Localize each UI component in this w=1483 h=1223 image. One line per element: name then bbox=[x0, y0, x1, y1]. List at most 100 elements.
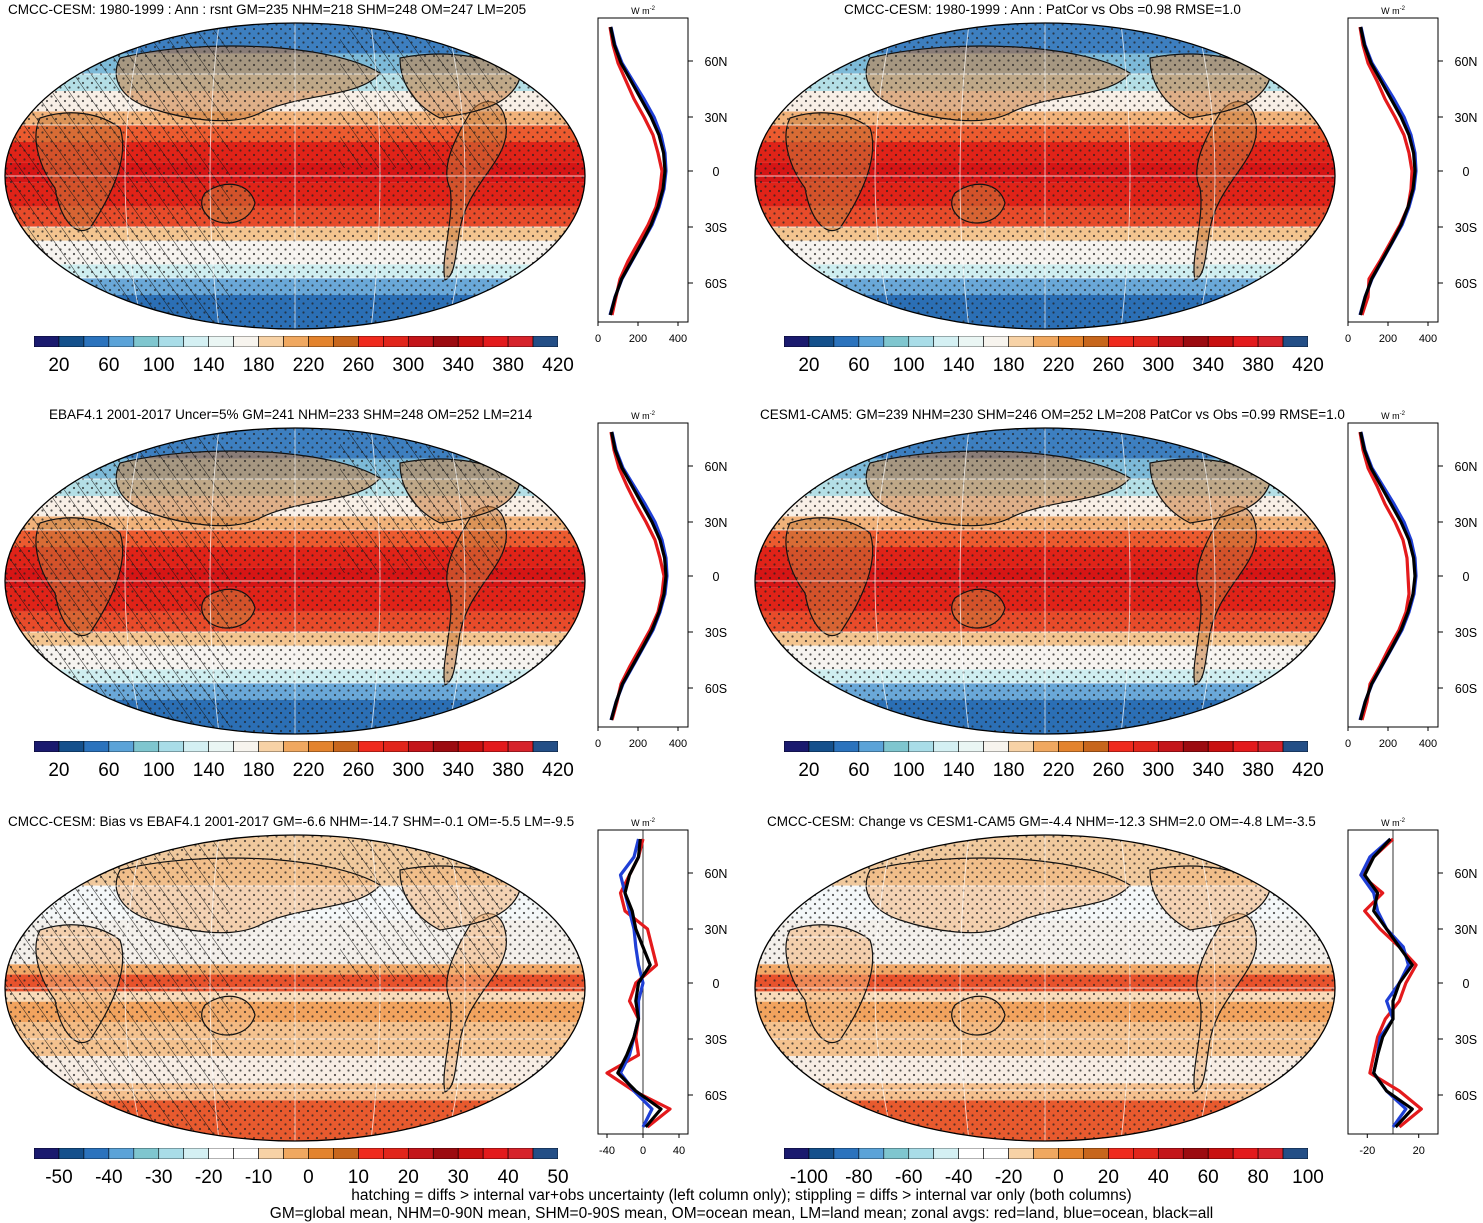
lat-tick-label: 30N bbox=[705, 923, 728, 937]
longitude-line bbox=[1196, 23, 1216, 329]
panel-6: CMCC-CESM: Change vs CESM1-CAM5 GM=-4.4 … bbox=[750, 812, 1483, 1217]
colorbar-box bbox=[933, 336, 959, 347]
longitude-line bbox=[446, 835, 466, 1141]
colorbar-tick-label: 30 bbox=[447, 1167, 469, 1188]
x-tick-label: 0 bbox=[1345, 333, 1351, 345]
colorbar-box bbox=[432, 336, 459, 347]
colorbar-tick-label: 40 bbox=[497, 1167, 519, 1188]
lat-tick-label: 30N bbox=[705, 516, 728, 530]
colorbar-labels: 20 60 100 140 180 220 260 300 340 380 420 bbox=[784, 760, 1323, 782]
colorbar-box bbox=[358, 1148, 384, 1159]
colorbar-box bbox=[233, 1148, 259, 1159]
colorbar-box bbox=[1207, 1148, 1234, 1159]
colorbar-tick-label: 140 bbox=[942, 355, 975, 376]
colorbar bbox=[784, 1148, 1308, 1159]
colorbar-box bbox=[983, 1148, 1009, 1159]
colorbar-box bbox=[233, 741, 259, 752]
colorbar-tick-label: 380 bbox=[492, 355, 524, 376]
longitude-line bbox=[959, 428, 970, 734]
colorbar-labels: -100 -80 -60 -40 -20 0 20 40 60 80 100 bbox=[784, 1167, 1324, 1189]
colorbar-tick-label: 340 bbox=[1192, 355, 1225, 376]
panel-3: EBAF4.1 2001-2017 Uncer=5% GM=241 NHM=23… bbox=[0, 405, 740, 810]
colorbar-box bbox=[908, 741, 935, 752]
map-border bbox=[4, 834, 586, 1142]
colorbar-box bbox=[507, 741, 534, 752]
colorbar-tick-label: -50 bbox=[45, 1167, 73, 1188]
colorbar-tick-label: 60 bbox=[848, 760, 870, 781]
colorbar-box bbox=[858, 741, 885, 752]
panel-title: CESM1-CAM5: GM=239 NHM=230 SHM=246 OM=25… bbox=[760, 407, 1345, 422]
colorbar-box bbox=[158, 741, 185, 752]
colorbar-box bbox=[883, 336, 910, 347]
lat-tick-label: 60S bbox=[1455, 682, 1477, 696]
colorbar-box bbox=[308, 1148, 334, 1159]
colorbar-box bbox=[1157, 1148, 1184, 1159]
colorbar-tick-label: 180 bbox=[242, 760, 275, 781]
colorbar-tick-label: -30 bbox=[145, 1167, 173, 1188]
colorbar-tick-label: 0 bbox=[303, 1167, 314, 1188]
x-tick-label: 40 bbox=[673, 1145, 685, 1157]
colorbar-tick-label: 80 bbox=[1247, 1167, 1269, 1188]
colorbar-box bbox=[1083, 741, 1109, 752]
colorbar-box bbox=[34, 336, 60, 347]
colorbar-tick-label: 40 bbox=[1147, 1167, 1169, 1188]
colorbar-box bbox=[258, 741, 284, 752]
lat-tick-label: 60N bbox=[705, 460, 728, 474]
zonal-mean-plot: W m-2 60N 30N 0 30S 60S 0 200 400 bbox=[595, 411, 728, 750]
colorbar-tick-label: 220 bbox=[292, 760, 325, 781]
colorbar-box bbox=[482, 741, 509, 752]
colorbar-box bbox=[183, 1148, 209, 1159]
zonal-unit-label: W m-2 bbox=[631, 411, 655, 421]
colorbar-tick-label: 20 bbox=[397, 1167, 419, 1188]
colorbar-tick-label: 100 bbox=[892, 760, 925, 781]
footnote-line-1: hatching = diffs > internal var+obs unce… bbox=[351, 1187, 1132, 1204]
zonal-series-all bbox=[1358, 431, 1417, 721]
lat-tick-label: 30S bbox=[1455, 221, 1477, 235]
colorbar-box bbox=[833, 336, 860, 347]
colorbar-box bbox=[1257, 741, 1284, 752]
longitude-line bbox=[1120, 428, 1131, 734]
lat-tick-label: 0 bbox=[1463, 165, 1470, 179]
map-field bbox=[5, 835, 585, 1141]
colorbar-box bbox=[1108, 1148, 1134, 1159]
colorbar-box bbox=[283, 1148, 309, 1159]
lat-tick-label: 30S bbox=[705, 626, 727, 640]
longitude-line bbox=[124, 835, 144, 1141]
lat-tick-label: 60N bbox=[1455, 55, 1478, 69]
colorbar-tick-label: 420 bbox=[1292, 355, 1324, 376]
zonal-series-all bbox=[609, 431, 668, 721]
colorbar-box bbox=[208, 741, 234, 752]
zonal-unit-label: W m-2 bbox=[1381, 818, 1405, 828]
global-map bbox=[4, 427, 586, 735]
colorbar-box bbox=[958, 336, 984, 347]
longitude-line bbox=[209, 23, 220, 329]
colorbar-box bbox=[1182, 336, 1209, 347]
colorbar-tick-label: 180 bbox=[242, 355, 275, 376]
lat-tick-label: 60S bbox=[705, 277, 727, 291]
x-tick-label: 400 bbox=[669, 333, 687, 345]
longitude-line bbox=[446, 23, 466, 329]
colorbar-box bbox=[308, 336, 334, 347]
colorbar-box bbox=[1083, 336, 1109, 347]
longitude-line bbox=[1120, 23, 1131, 329]
colorbar-box bbox=[507, 1148, 534, 1159]
colorbar-box bbox=[1282, 1148, 1308, 1159]
colorbar-tick-label: -40 bbox=[95, 1167, 123, 1188]
colorbar-box bbox=[58, 741, 85, 752]
colorbar bbox=[34, 336, 558, 347]
zonal-series-land bbox=[608, 26, 664, 316]
lat-tick-label: 0 bbox=[1463, 977, 1470, 991]
x-tick-label: 400 bbox=[669, 738, 687, 750]
map-field bbox=[755, 835, 1335, 1141]
colorbar-tick-label: 180 bbox=[992, 760, 1025, 781]
longitude-line bbox=[370, 835, 381, 1141]
colorbar-box bbox=[383, 336, 409, 347]
colorbar-box bbox=[83, 336, 110, 347]
colorbar-tick-label: 340 bbox=[442, 760, 475, 781]
colorbar-box bbox=[108, 1148, 135, 1159]
colorbar-box bbox=[1033, 336, 1059, 347]
hatching bbox=[5, 835, 230, 1141]
colorbar-box bbox=[457, 336, 484, 347]
lat-tick-label: 30S bbox=[1455, 626, 1477, 640]
x-tick-label: 200 bbox=[629, 333, 647, 345]
